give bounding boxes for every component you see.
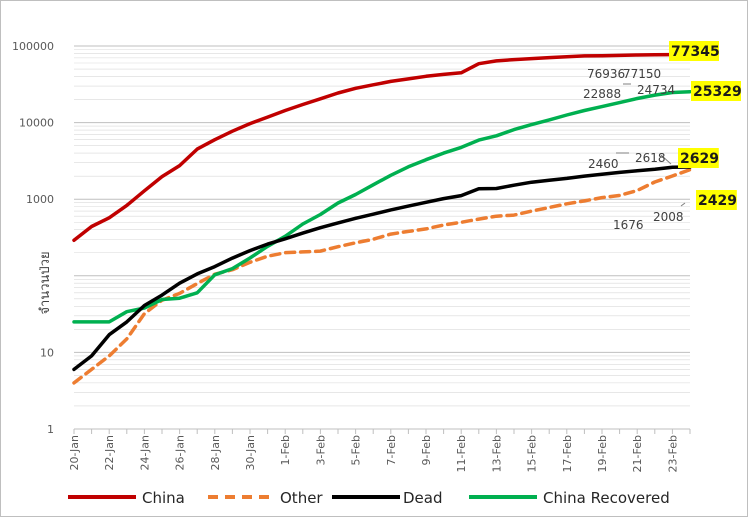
data-label: 22888 <box>583 87 621 101</box>
highlight-box <box>678 148 719 168</box>
x-tick-label: 13-Feb <box>490 435 503 472</box>
data-label-highlight: 2629 <box>680 151 719 167</box>
series-line-other <box>72 167 692 385</box>
data-label: 76936 <box>587 67 625 81</box>
series-line-china <box>72 52 692 243</box>
legend-label: China Recovered <box>543 489 670 507</box>
data-label: 2008 <box>653 210 684 224</box>
y-tick-label: 10000 <box>19 117 54 130</box>
x-tick-label: 19-Feb <box>596 435 609 472</box>
data-label: 2618 <box>635 151 666 165</box>
y-tick-label: 1 <box>47 423 54 436</box>
gridlines <box>73 45 691 434</box>
x-tick-label: 9-Feb <box>420 435 433 465</box>
x-axis-ticks: 20-Jan 22-Jan 24-Jan 26-Jan 28-Jan 30-Jan 1-Fe… <box>68 435 679 472</box>
data-label-highlight: 25329 <box>693 84 742 100</box>
y-tick-label: 100000 <box>12 40 54 53</box>
data-label-highlight: 77345 <box>671 44 720 60</box>
x-tick-label: 30-Jan <box>244 435 257 471</box>
series-line-dead <box>72 165 692 372</box>
x-tick-label: 24-Jan <box>138 435 151 471</box>
x-tick-label: 15-Feb <box>526 435 539 472</box>
y-tick-label: 1000 <box>26 193 54 206</box>
data-label-leader <box>680 202 686 207</box>
legend-label: China <box>142 489 185 507</box>
data-label: 24734 <box>637 83 675 97</box>
x-tick-label: 1-Feb <box>279 435 292 465</box>
x-tick-label: 11-Feb <box>455 435 468 472</box>
x-tick-label: 22-Jan <box>103 435 116 471</box>
x-tick-label: 5-Feb <box>350 435 363 465</box>
y-tick-label: 10 <box>40 346 54 359</box>
x-tick-label: 3-Feb <box>314 435 327 465</box>
x-tick-label: 20-Jan <box>68 435 81 471</box>
highlight-box <box>691 81 741 101</box>
legend: China Other Dead China Recovered <box>68 489 670 507</box>
highlight-box <box>696 190 737 210</box>
x-tick-label: 21-Feb <box>631 435 644 472</box>
legend-label: Dead <box>403 489 443 507</box>
series-line-china-recovered <box>72 89 692 324</box>
legend-label: Other <box>280 489 323 507</box>
x-tick-label: 26-Jan <box>174 435 187 471</box>
data-label: 1676 <box>613 218 644 232</box>
x-tick-label: 28-Jan <box>209 435 222 471</box>
series-lines <box>72 52 692 385</box>
highlight-box <box>669 41 719 61</box>
data-label-highlight: 2429 <box>698 193 737 209</box>
y-axis-label: จำนวนป่วย <box>38 251 53 314</box>
x-tick-label: 17-Feb <box>561 435 574 472</box>
data-label: 77150 <box>623 67 661 81</box>
y-axis-ticks: 1 10 1000 10000 100000 <box>12 40 54 436</box>
x-tick-label: 7-Feb <box>385 435 398 465</box>
x-tick-label: 23-Feb <box>666 435 679 472</box>
data-label-leader <box>660 154 672 165</box>
data-label: 2460 <box>588 157 619 171</box>
